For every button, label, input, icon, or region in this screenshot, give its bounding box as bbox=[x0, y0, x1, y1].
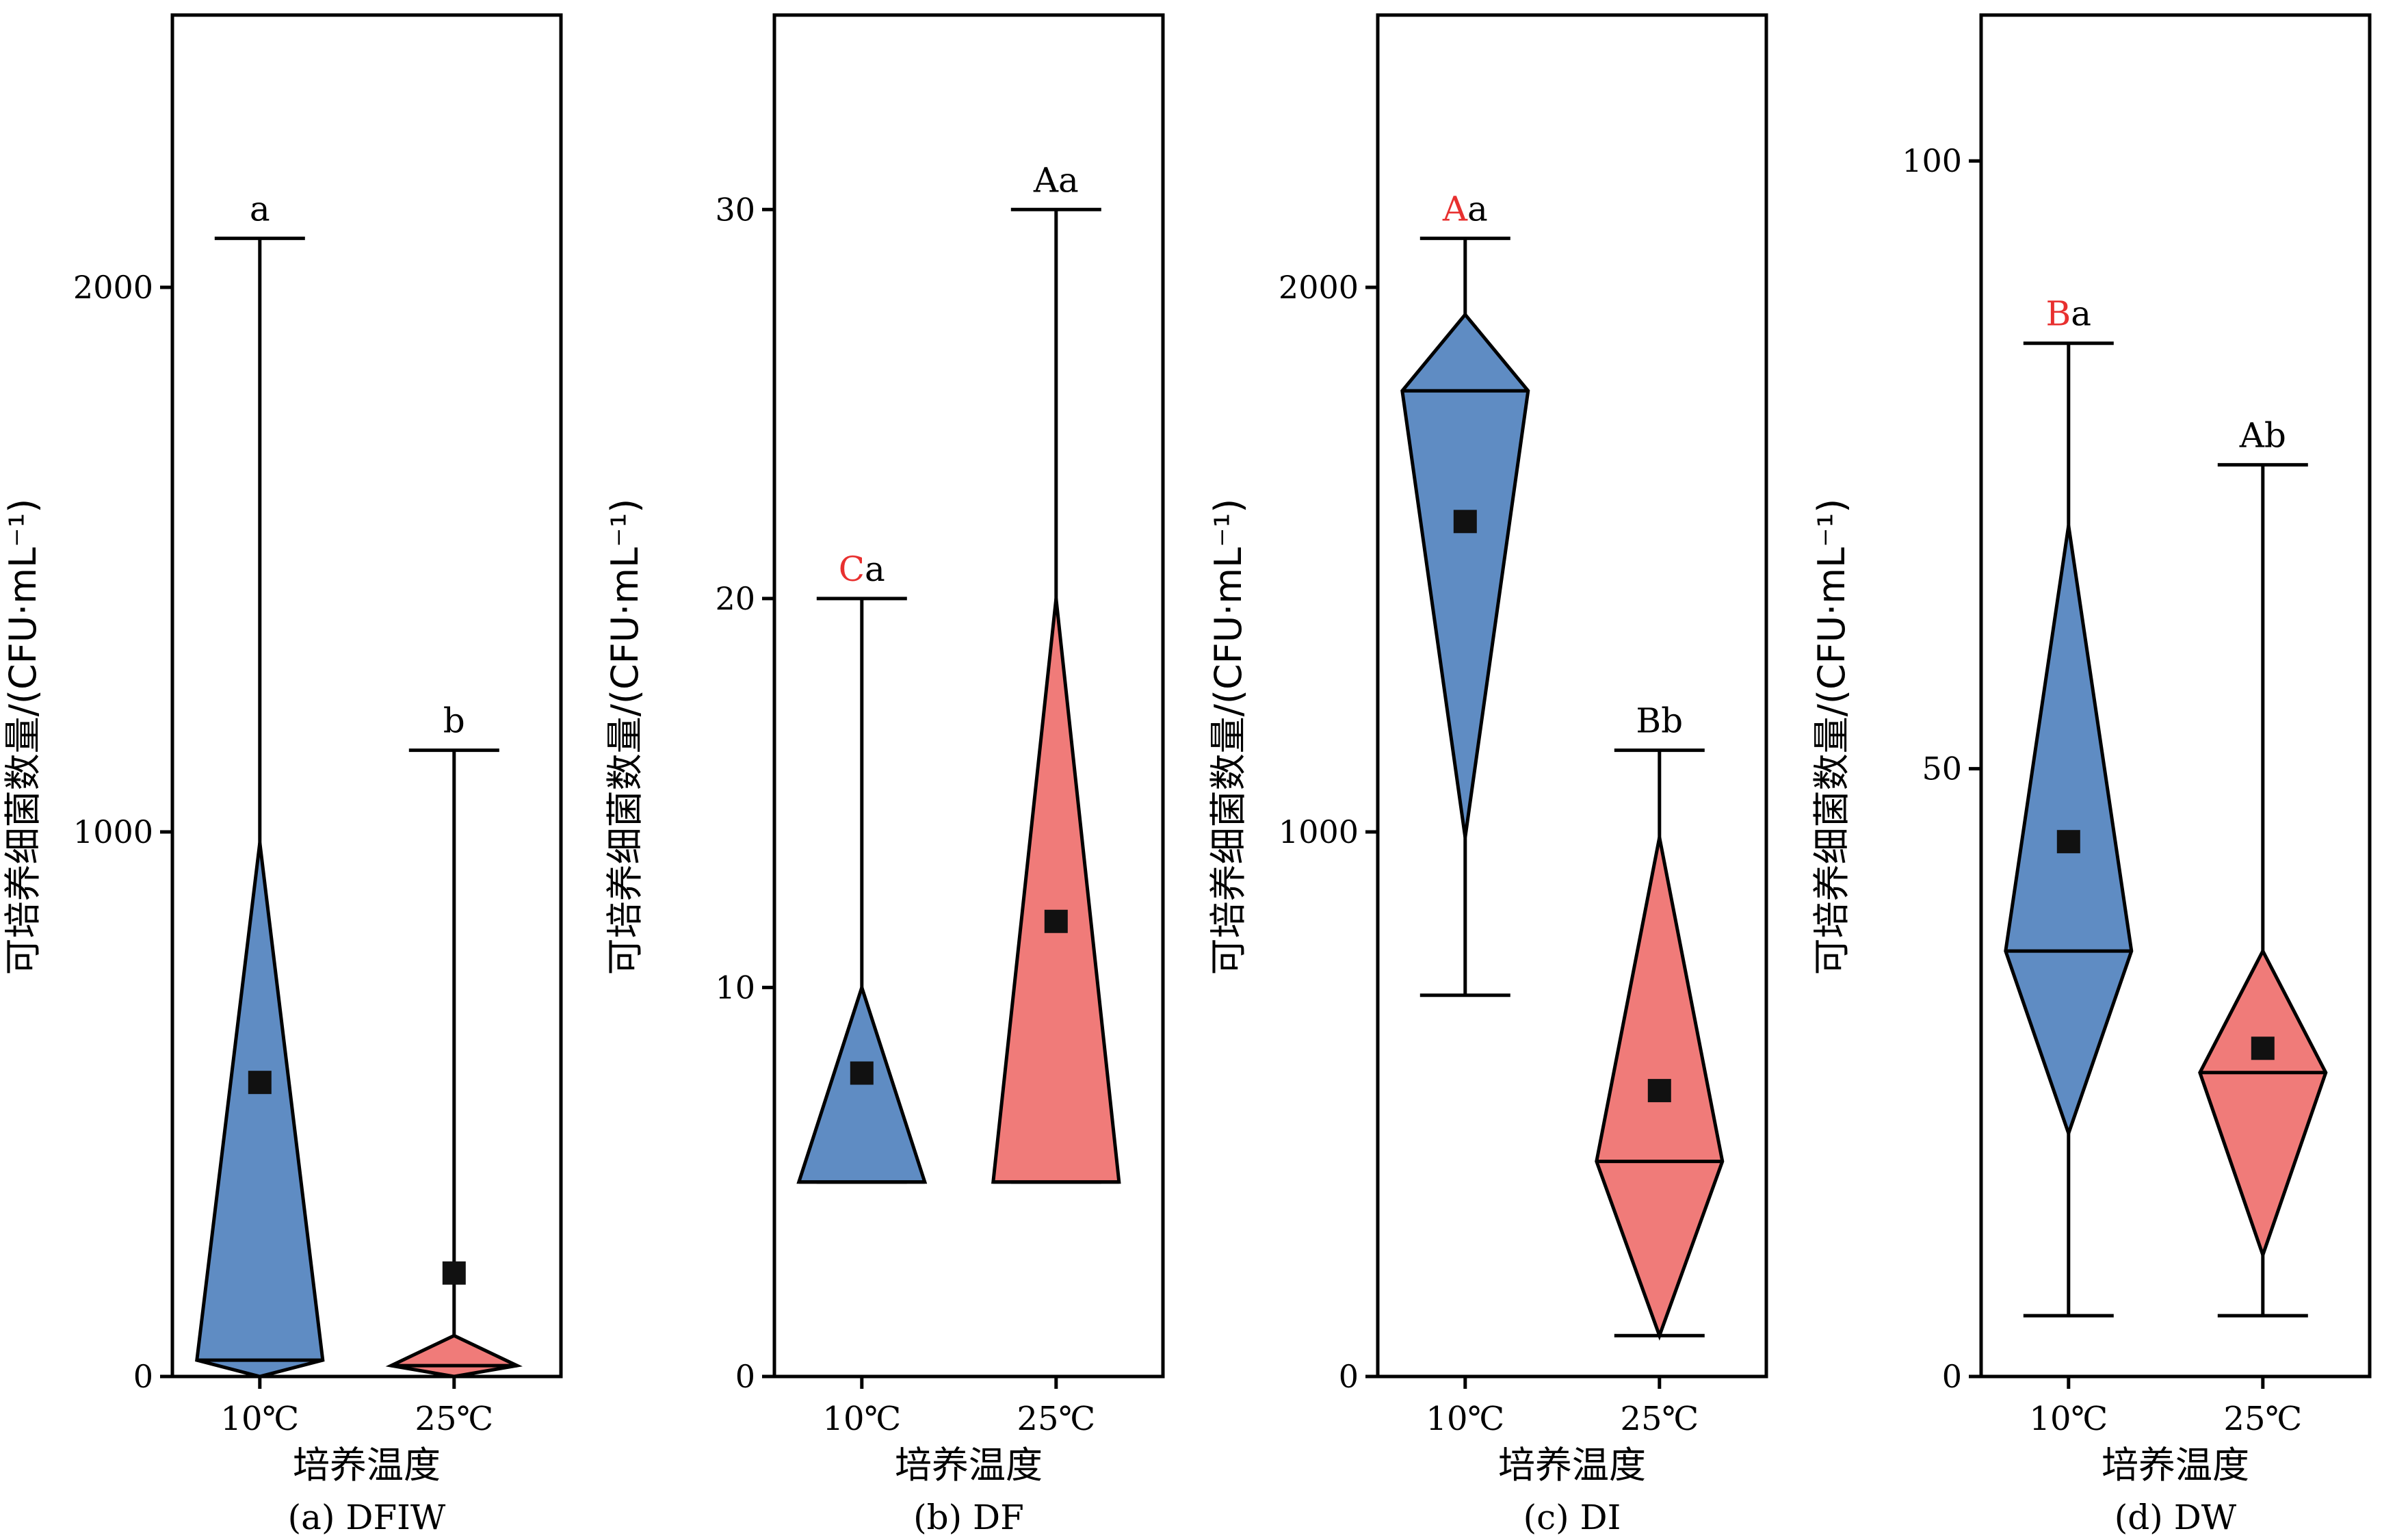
y-tick-label: 1000 bbox=[1279, 813, 1359, 850]
mean-marker bbox=[248, 1071, 272, 1095]
category-1: 10℃ Ba bbox=[2004, 294, 2134, 1438]
x-axis-label: 培养温度 bbox=[895, 1444, 1043, 1487]
chart-panel-2: 0 10 20 30 可培养细菌数量/(CFU·mL⁻¹) 10℃ Ca 25℃ Aa 培养温度 (… bbox=[603, 13, 1165, 1537]
significance-letter: a bbox=[1058, 160, 1079, 200]
mean-marker bbox=[850, 1061, 874, 1085]
significance-letters: b bbox=[443, 701, 465, 741]
category-1: 10℃ Ca bbox=[796, 549, 928, 1438]
category-2: 25℃ Ab bbox=[2198, 415, 2328, 1438]
x-tick-label: 10℃ bbox=[822, 1400, 901, 1438]
mean-marker bbox=[2251, 1036, 2275, 1060]
category-2: 25℃ b bbox=[385, 701, 523, 1438]
diamond-box bbox=[195, 842, 325, 1379]
mean-marker bbox=[1647, 1079, 1671, 1103]
significance-letter: B bbox=[1636, 701, 1661, 741]
plot-frame bbox=[772, 13, 1165, 1379]
x-tick-label: 25℃ bbox=[415, 1400, 493, 1438]
significance-letter: a bbox=[250, 189, 270, 229]
category-1: 10℃ a bbox=[195, 189, 325, 1438]
significance-letter: b bbox=[443, 701, 465, 741]
significance-letters: Bb bbox=[1636, 701, 1683, 741]
y-tick-label: 0 bbox=[1339, 1358, 1359, 1395]
plot-frame bbox=[1376, 13, 1768, 1379]
y-tick-label: 0 bbox=[133, 1358, 153, 1395]
significance-letter: b bbox=[1661, 701, 1683, 741]
mean-marker bbox=[2056, 830, 2080, 854]
significance-letters: Aa bbox=[1442, 189, 1488, 229]
diamond-box bbox=[385, 1333, 523, 1379]
y-axis-label: 可培养细菌数量/(CFU·mL⁻¹) bbox=[1810, 499, 1853, 976]
category-2: 25℃ Aa bbox=[991, 160, 1121, 1438]
diamond-box bbox=[1400, 311, 1530, 838]
y-tick-label: 2000 bbox=[1279, 269, 1359, 306]
x-tick-label: 10℃ bbox=[1426, 1400, 1504, 1438]
significance-letter: A bbox=[2239, 415, 2265, 455]
significance-letter: C bbox=[839, 549, 865, 589]
x-axis-label: 培养温度 bbox=[293, 1444, 441, 1487]
diamond-box bbox=[796, 982, 928, 1184]
y-axis-label: 可培养细菌数量/(CFU·mL⁻¹) bbox=[603, 499, 646, 976]
y-tick-label: 50 bbox=[1922, 751, 1962, 787]
significance-letters: a bbox=[250, 189, 270, 229]
y-tick-label: 100 bbox=[1902, 142, 1962, 179]
plot-frame bbox=[170, 13, 563, 1379]
significance-letters: Ca bbox=[839, 549, 885, 589]
category-2: 25℃ Bb bbox=[1595, 701, 1725, 1438]
diamond-box bbox=[991, 598, 1121, 1184]
x-tick-label: 25℃ bbox=[2223, 1400, 2302, 1438]
panel-caption: (b) DF bbox=[913, 1498, 1024, 1537]
significance-letter: a bbox=[2071, 294, 2091, 334]
diamond-box bbox=[2004, 525, 2134, 1139]
chart-panel-3: 0 1000 2000 可培养细菌数量/(CFU·mL⁻¹) 10℃ Aa 25℃ Bb 培养温… bbox=[1207, 13, 1768, 1537]
significance-letter: A bbox=[1033, 160, 1059, 200]
y-tick-label: 10 bbox=[715, 969, 755, 1006]
significance-letter: b bbox=[2264, 415, 2286, 455]
mean-marker bbox=[442, 1261, 466, 1285]
panel-caption: (d) DW bbox=[2115, 1498, 2237, 1537]
y-axis-label: 可培养细菌数量/(CFU·mL⁻¹) bbox=[1, 499, 44, 976]
x-tick-label: 25℃ bbox=[1017, 1400, 1095, 1438]
y-tick-label: 1000 bbox=[73, 813, 153, 850]
y-tick-label: 30 bbox=[715, 191, 755, 228]
chart-panel-1: 0 1000 2000 可培养细菌数量/(CFU·mL⁻¹) 10℃ a 25℃ b 培养温度 (… bbox=[1, 13, 563, 1537]
significance-letter: B bbox=[2046, 294, 2071, 334]
category-1: 10℃ Aa bbox=[1400, 189, 1530, 1438]
chart-panel-4: 0 50 100 可培养细菌数量/(CFU·mL⁻¹) 10℃ Ba 25℃ Ab 培养温度 (d… bbox=[1810, 13, 2372, 1537]
significance-letters: Ba bbox=[2046, 294, 2092, 334]
panel-caption: (c) DI bbox=[1523, 1498, 1621, 1537]
x-tick-label: 25℃ bbox=[1620, 1400, 1699, 1438]
x-axis-label: 培养温度 bbox=[2102, 1444, 2249, 1487]
panel-caption: (a) DFIW bbox=[288, 1498, 446, 1537]
plot-frame bbox=[1979, 13, 2372, 1379]
significance-letters: Aa bbox=[1033, 160, 1079, 200]
significance-letter: a bbox=[865, 549, 885, 589]
x-tick-label: 10℃ bbox=[220, 1400, 299, 1438]
y-tick-label: 0 bbox=[1942, 1358, 1962, 1395]
y-tick-label: 2000 bbox=[73, 269, 153, 306]
y-tick-label: 0 bbox=[735, 1358, 755, 1395]
diamond-box bbox=[2198, 947, 2328, 1260]
mean-marker bbox=[1453, 510, 1477, 534]
significance-letter: A bbox=[1442, 189, 1468, 229]
y-axis-label: 可培养细菌数量/(CFU·mL⁻¹) bbox=[1207, 499, 1250, 976]
y-tick-label: 20 bbox=[715, 580, 755, 617]
x-axis-label: 培养温度 bbox=[1498, 1444, 1646, 1487]
significance-letter: a bbox=[1467, 189, 1488, 229]
x-tick-label: 10℃ bbox=[2029, 1400, 2108, 1438]
significance-letters: Ab bbox=[2239, 415, 2286, 455]
mean-marker bbox=[1044, 909, 1068, 933]
